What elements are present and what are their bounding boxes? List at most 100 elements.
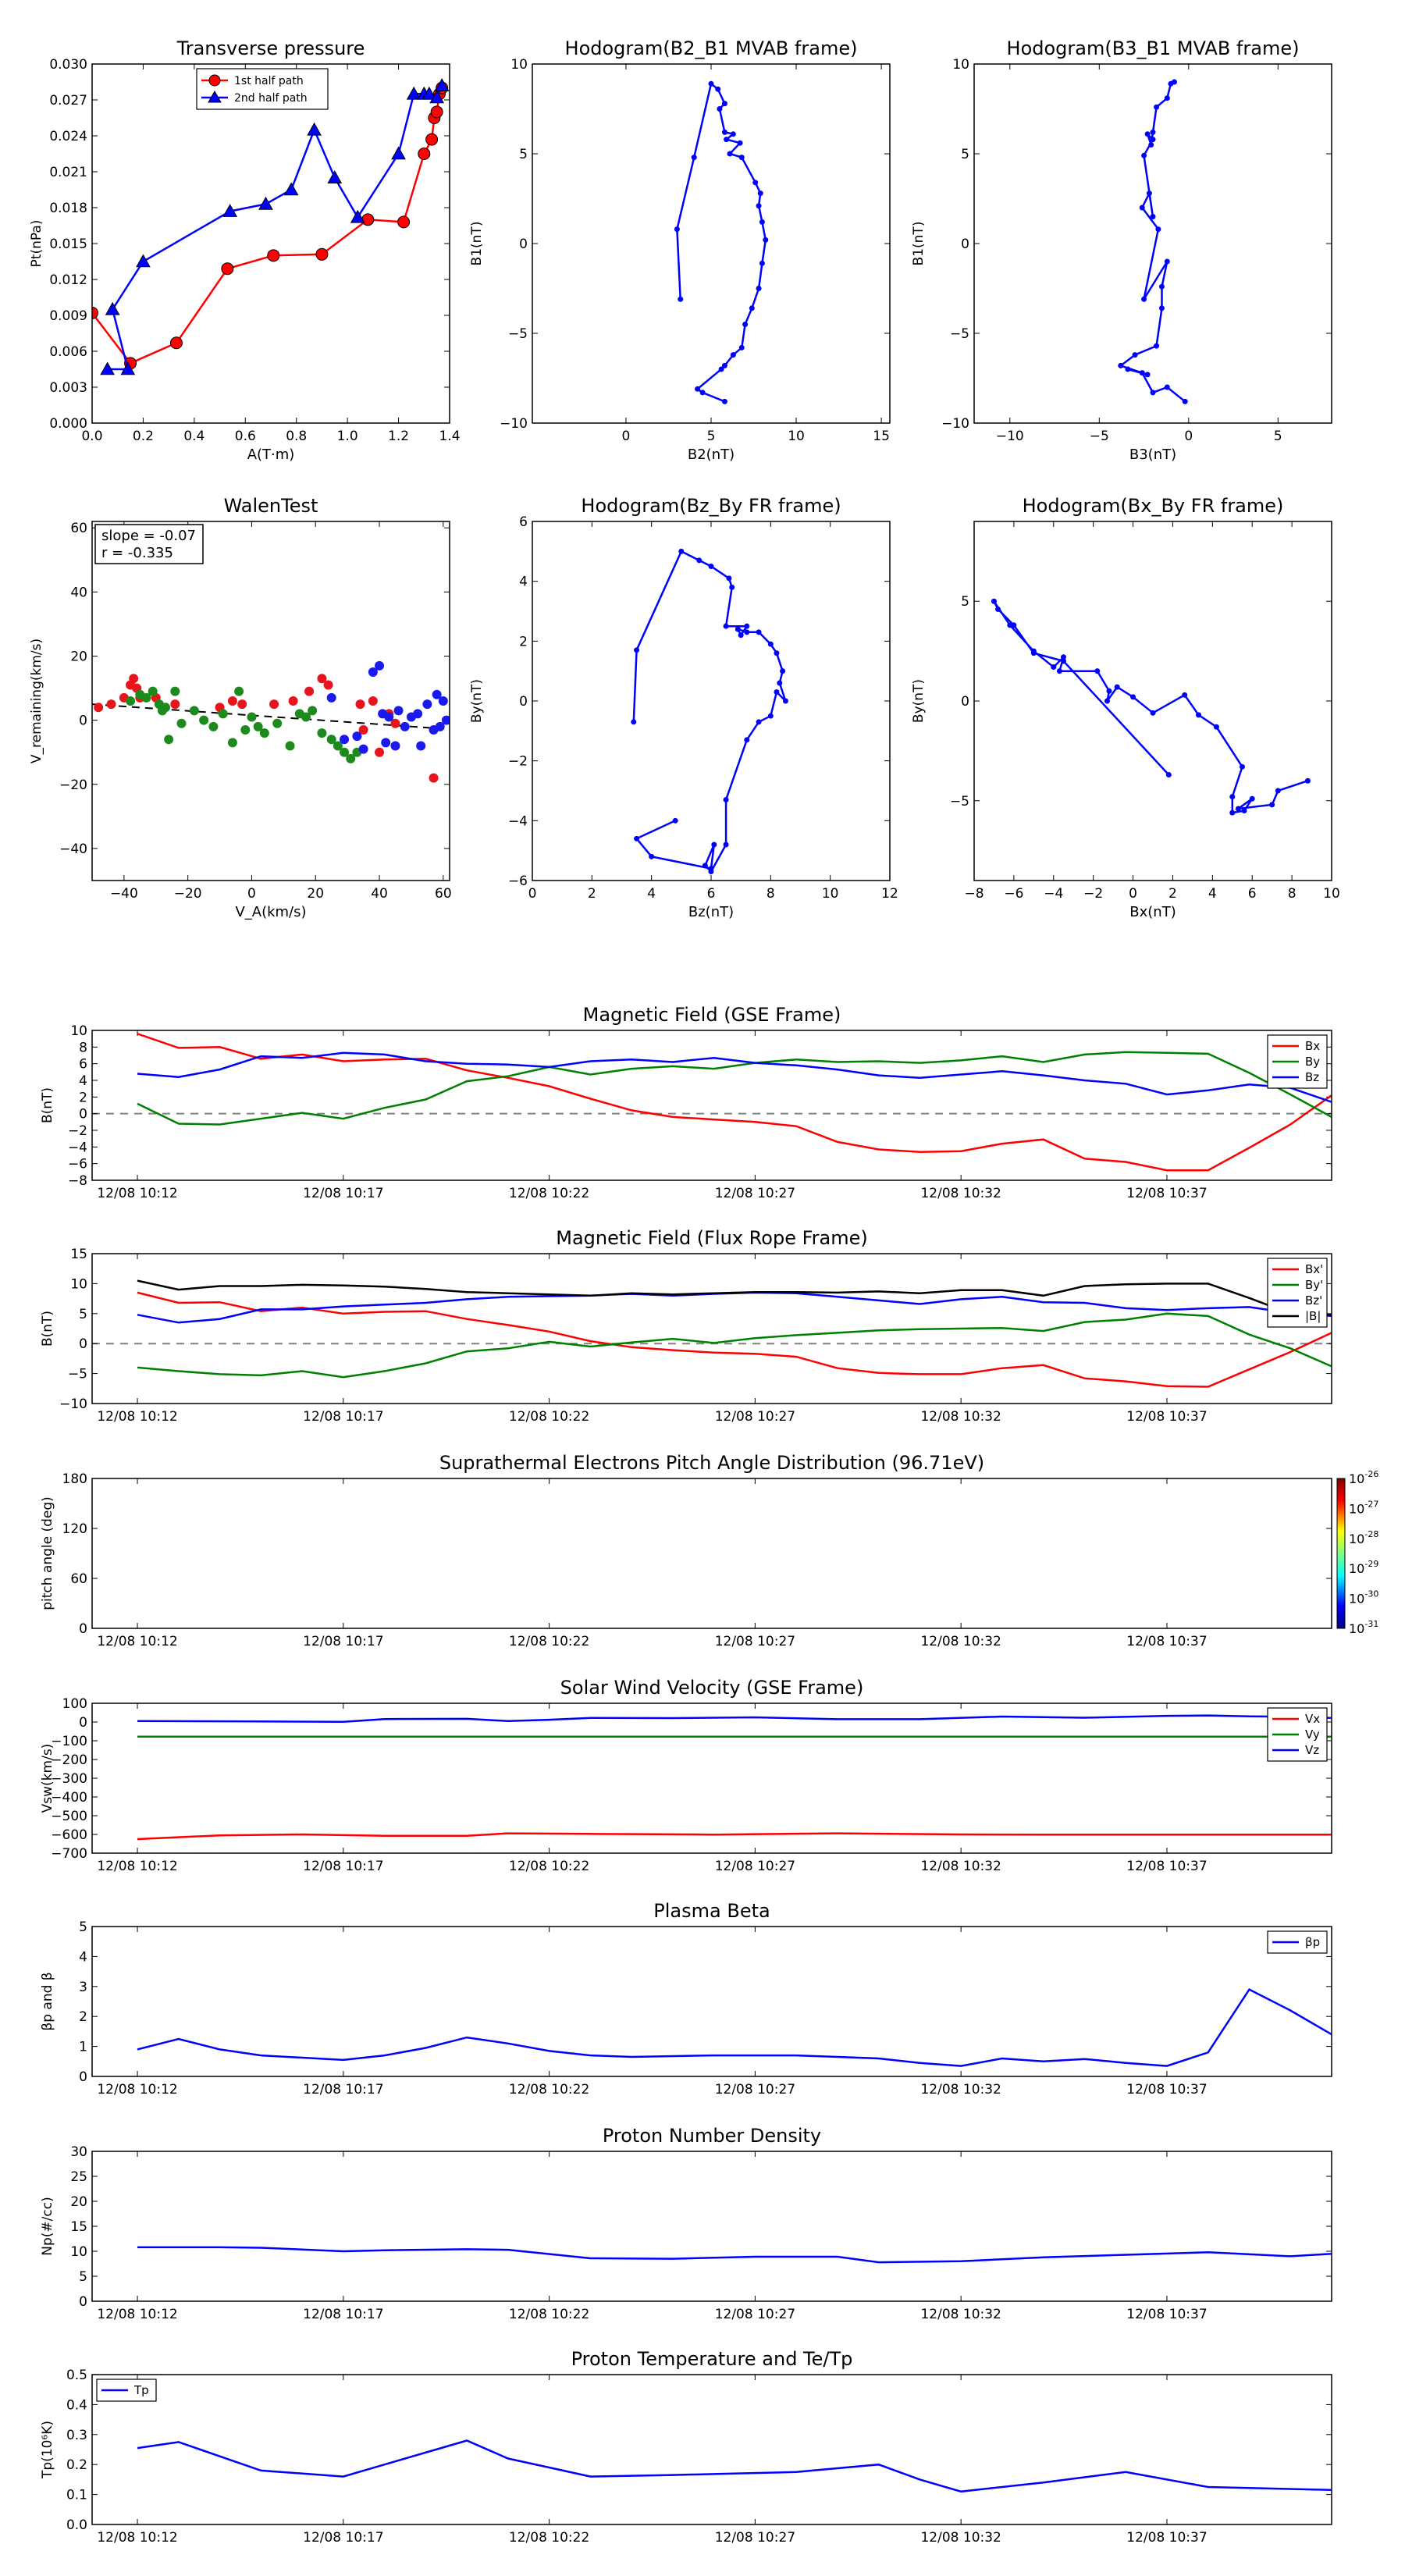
fit-line <box>92 703 450 731</box>
y-tick-label: 2 <box>79 1090 87 1105</box>
data-point <box>1154 343 1160 349</box>
y-tick-label: 0.003 <box>49 380 87 396</box>
data-point <box>272 718 283 728</box>
y-tick-label: −100 <box>51 1734 87 1749</box>
data-point <box>269 699 279 710</box>
x-tick-label: 2 <box>1168 886 1177 902</box>
data-point <box>727 151 733 157</box>
y-tick-label: 0 <box>79 1336 87 1352</box>
y-tick-label: −8 <box>68 1173 87 1189</box>
panel-hodogram-bx-by: Hodogram(Bx_By FR frame) −8 −6 −4 −2 0 2 4 6 8 10 −… <box>911 495 1340 920</box>
y-tick-label: 0.000 <box>49 416 87 432</box>
x-tick-label: −4 <box>1044 886 1063 902</box>
data-point <box>1213 724 1219 730</box>
panel-transverse-pressure: Transverse pressure 0.0 0.2 0.4 0.6 0.8 1.0 1.2… <box>29 37 461 463</box>
axes-frame <box>91 1478 1332 1629</box>
panel-beta: Plasma Beta 12/08 10:12 12/08 10:17 12/08 1… <box>40 1900 1332 2097</box>
y-axis-label: B1(nT) <box>911 222 927 266</box>
y-tick-label: 60 <box>70 521 87 536</box>
data-point <box>1141 296 1147 302</box>
series-line-Bx <box>137 1033 1332 1172</box>
y-tick-label: −5 <box>950 794 969 809</box>
data-point <box>397 215 411 229</box>
x-tick-label: 12/08 10:37 <box>1126 1634 1207 1649</box>
x-tick-label: 12/08 10:32 <box>920 1409 1001 1425</box>
data-point <box>1007 622 1013 628</box>
series-line-By <box>137 1051 1332 1126</box>
data-point <box>1171 79 1177 85</box>
data-point <box>170 699 180 710</box>
x-tick-label: 12/08 10:32 <box>920 2307 1001 2322</box>
x-axis-label: Bx(nT) <box>1129 904 1176 920</box>
series-line-Np <box>137 2246 1332 2264</box>
x-tick-label: 0.8 <box>286 429 307 444</box>
legend: Tp <box>96 2379 157 2402</box>
data-point <box>1150 214 1156 219</box>
data-point <box>234 686 244 696</box>
data-point <box>352 731 362 742</box>
x-tick-label: 12/08 10:32 <box>920 2530 1001 2546</box>
data-point <box>756 286 762 291</box>
data-point <box>393 706 404 716</box>
x-tick-label: 12/08 10:12 <box>97 2530 177 2546</box>
x-tick-label: −20 <box>174 886 202 902</box>
data-point <box>355 699 365 710</box>
data-point <box>634 647 640 653</box>
x-axis-label: Bz(nT) <box>688 904 734 920</box>
y-axis-label: By(nT) <box>469 679 485 723</box>
axes-frame <box>91 2151 1332 2302</box>
data-point <box>1164 95 1170 101</box>
data-point <box>634 835 640 841</box>
y-tick-label: −5 <box>950 326 969 342</box>
chart-title: Magnetic Field (GSE Frame) <box>583 1004 841 1026</box>
data-point <box>721 101 727 107</box>
data-point <box>358 744 368 754</box>
x-tick-label: 12/08 10:17 <box>303 2082 383 2097</box>
data-point <box>1240 763 1245 770</box>
x-tick-label: 12/08 10:37 <box>1126 1186 1207 1201</box>
series-line-Vx <box>137 1832 1332 1841</box>
data-point <box>721 398 727 404</box>
axes-frame <box>532 521 891 881</box>
data-point <box>308 706 318 716</box>
y-tick-label: 6 <box>519 514 528 530</box>
chart-title: Hodogram(B2_B1 MVAB frame) <box>565 37 858 59</box>
x-tick-label: 0.4 <box>183 429 205 444</box>
data-point <box>738 632 744 639</box>
data-point <box>340 735 350 745</box>
y-tick-label: 8 <box>79 1040 87 1055</box>
data-point <box>756 719 762 725</box>
y-tick-label: −5 <box>68 1367 87 1382</box>
y-tick-label: −40 <box>59 841 87 857</box>
x-tick-label: 12/08 10:27 <box>715 1634 795 1649</box>
y-tick-label: 20 <box>70 2194 87 2210</box>
x-tick-label: 12/08 10:27 <box>715 2082 795 2097</box>
data-point <box>1132 352 1138 358</box>
data-point <box>649 853 655 859</box>
data-point <box>1196 712 1202 718</box>
data-point <box>247 712 257 722</box>
legend-marker <box>208 74 221 87</box>
x-tick-label: 12/08 10:12 <box>97 1186 177 1201</box>
data-point <box>730 131 736 137</box>
y-tick-label: 0.5 <box>66 2368 87 2383</box>
data-point <box>767 713 774 719</box>
x-tick-label: 6 <box>707 886 716 902</box>
data-point <box>767 641 774 647</box>
data-point <box>381 738 391 748</box>
axes-frame <box>91 1253 1332 1404</box>
data-point <box>315 247 329 261</box>
data-point <box>1165 772 1172 778</box>
panel-hodogram-b2-b1: Hodogram(B2_B1 MVAB frame) 0 5 10 15 −10 −5 0 5 1… <box>469 37 891 463</box>
x-tick-label: −8 <box>964 886 984 902</box>
x-tick-label: 12/08 10:17 <box>303 1859 383 1874</box>
y-tick-label: 15 <box>70 1247 87 1262</box>
chart-title: Plasma Beta <box>653 1900 770 1922</box>
x-tick-label: 12/08 10:32 <box>920 1634 1001 1649</box>
data-point <box>304 686 315 696</box>
data-point <box>129 674 139 684</box>
data-point <box>100 361 115 375</box>
y-tick-label: 0.0 <box>66 2517 87 2533</box>
axes-frame <box>91 1030 1332 1181</box>
series-line-1st half path <box>92 87 443 365</box>
